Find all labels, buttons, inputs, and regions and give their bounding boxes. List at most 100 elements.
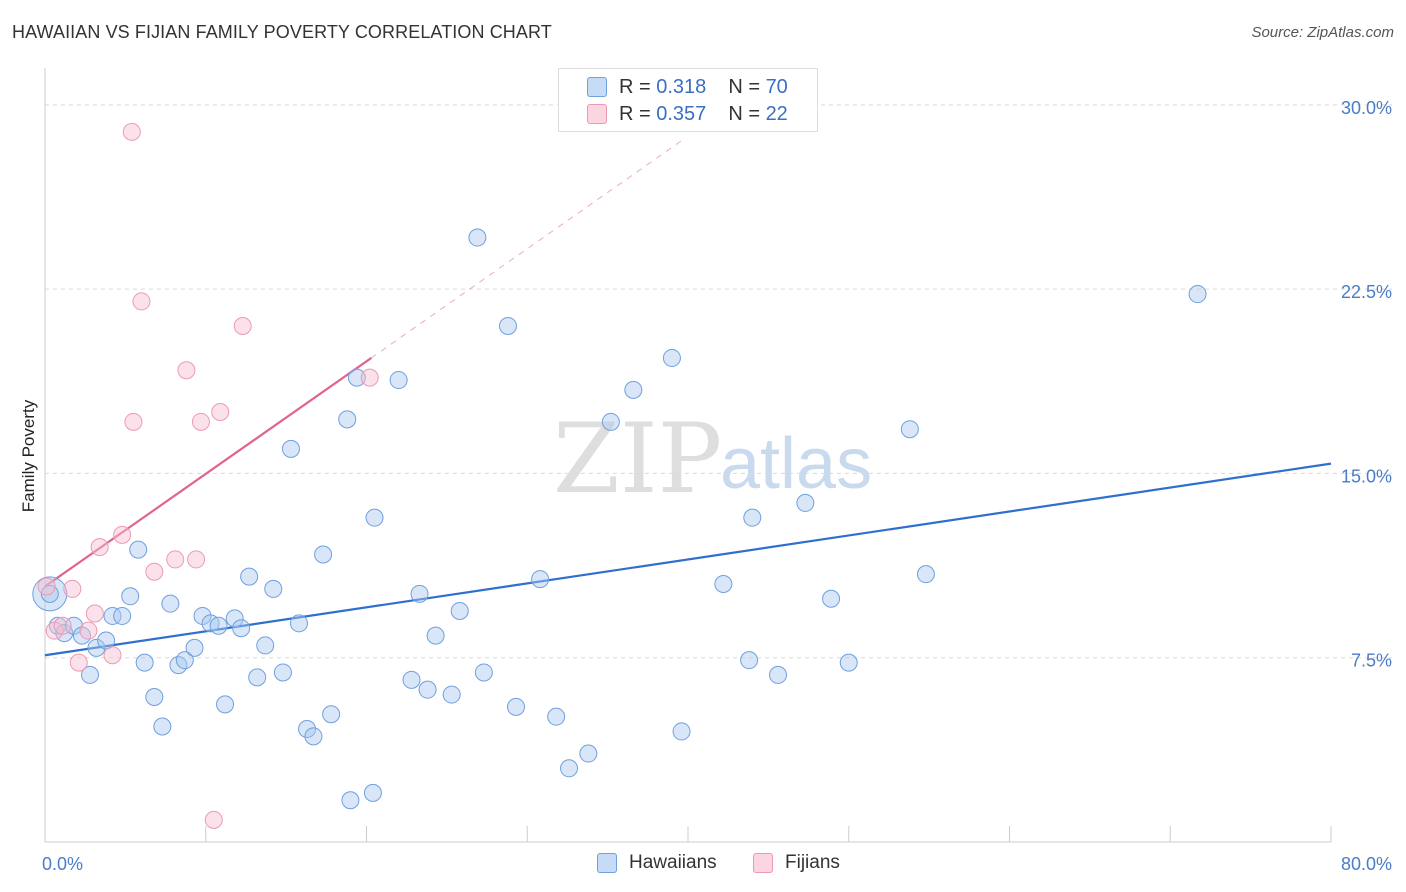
correlation-legend: R = 0.318 N = 70 R = 0.357 N = 22	[558, 68, 818, 132]
point-hawaiians	[48, 616, 67, 635]
y-tick-label: 22.5%	[1341, 282, 1392, 302]
point-hawaiians	[365, 508, 384, 527]
legend-swatch-hawaiians	[587, 77, 607, 97]
gridlines	[45, 104, 1392, 659]
point-hawaiians	[81, 665, 100, 684]
legend-n-label: N =	[728, 102, 766, 125]
chart-title: HAWAIIAN VS FIJIAN FAMILY POVERTY CORREL…	[12, 22, 552, 42]
point-hawaiians	[498, 317, 517, 335]
point-hawaiians	[547, 707, 566, 726]
series-swatch-hawaiians	[597, 853, 617, 873]
point-hawaiians	[145, 688, 164, 707]
point-hawaiians	[264, 579, 283, 598]
watermark-zip: ZIP	[553, 403, 722, 515]
legend-n-value: 70	[765, 75, 788, 98]
point-hawaiians	[363, 783, 382, 802]
point-fijians	[191, 412, 210, 431]
series-legend-hawaiians[interactable]: Hawaiians	[597, 852, 717, 874]
trend-lines	[44, 140, 1332, 657]
x-tick-label: 0.0%	[42, 854, 83, 874]
point-fijians	[37, 577, 56, 596]
point-hawaiians	[240, 567, 259, 586]
point-fijians	[211, 403, 230, 421]
point-hawaiians	[1188, 285, 1207, 304]
point-hawaiians	[418, 680, 437, 699]
y-tick-label: 15.0%	[1341, 466, 1392, 486]
y-tick-label: 30.0%	[1341, 98, 1392, 118]
x-tick-labels: 0.0% 80.0%	[42, 854, 1392, 874]
point-hawaiians	[216, 695, 235, 714]
point-fijians	[177, 361, 196, 380]
legend-r-label: R =	[619, 75, 657, 98]
point-hawaiians	[273, 663, 292, 682]
point-hawaiians	[900, 420, 919, 439]
point-fijians	[204, 810, 223, 829]
point-hawaiians	[743, 508, 762, 527]
legend-n-label: N =	[728, 75, 766, 98]
point-hawaiians	[714, 575, 733, 593]
point-hawaiians	[389, 371, 408, 390]
point-fijians	[113, 525, 132, 544]
point-hawaiians	[916, 565, 935, 584]
trend-line-hawaiians	[44, 462, 1332, 657]
legend-r-label: R =	[619, 102, 657, 125]
watermark-atlas: atlas	[720, 424, 872, 504]
point-hawaiians	[153, 717, 172, 736]
point-fijians	[63, 579, 82, 598]
point-hawaiians	[506, 697, 525, 716]
point-hawaiians	[450, 602, 469, 621]
y-tick-label: 7.5%	[1351, 651, 1392, 671]
point-hawaiians	[304, 727, 323, 746]
legend-row-hawaiians: R = 0.318 N = 70	[587, 75, 788, 99]
point-hawaiians	[248, 668, 267, 687]
point-fijians	[166, 550, 185, 569]
x-ticks	[205, 826, 1332, 842]
point-hawaiians	[822, 589, 841, 608]
point-hawaiians	[185, 638, 204, 657]
point-hawaiians	[341, 791, 360, 810]
point-hawaiians	[225, 609, 244, 628]
point-hawaiians	[281, 439, 300, 458]
data-points	[32, 122, 1207, 829]
trend-line-fijians	[44, 357, 372, 588]
point-fijians	[360, 368, 379, 387]
point-hawaiians	[129, 540, 148, 559]
point-hawaiians	[442, 685, 461, 704]
point-hawaiians	[175, 651, 194, 670]
point-hawaiians	[796, 493, 815, 512]
point-fijians	[187, 550, 206, 569]
point-hawaiians	[121, 587, 140, 606]
point-fijians	[79, 621, 98, 640]
point-fijians	[122, 122, 141, 141]
legend-r-value: 0.318	[656, 75, 707, 98]
point-hawaiians	[314, 545, 333, 564]
point-hawaiians	[161, 594, 180, 613]
point-hawaiians	[426, 626, 445, 645]
point-hawaiians	[474, 663, 493, 682]
point-hawaiians	[113, 606, 132, 625]
point-hawaiians	[256, 636, 275, 655]
point-fijians	[85, 604, 104, 623]
legend-row-fijians: R = 0.357 N = 22	[587, 102, 788, 126]
point-hawaiians	[579, 744, 598, 763]
series-swatch-fijians	[753, 853, 773, 873]
point-hawaiians	[740, 651, 759, 670]
point-fijians	[103, 646, 122, 665]
y-tick-labels: 7.5% 15.0% 22.5% 30.0%	[1341, 98, 1392, 671]
point-fijians	[90, 538, 109, 557]
watermark: ZIP atlas	[553, 403, 872, 515]
point-hawaiians	[289, 614, 308, 633]
point-fijians	[69, 653, 88, 672]
point-hawaiians	[338, 410, 357, 429]
y-axis-label: Family Poverty	[19, 399, 38, 512]
series-legend: Hawaiians Fijians	[0, 852, 1406, 878]
series-label-fijians: Fijians	[785, 852, 840, 873]
point-fijians	[145, 562, 164, 581]
point-hawaiians	[232, 619, 251, 638]
point-hawaiians	[322, 705, 341, 724]
legend-r-value: 0.357	[656, 102, 707, 125]
point-fijians	[132, 292, 151, 311]
series-legend-fijians[interactable]: Fijians	[753, 852, 840, 874]
point-hawaiians	[103, 606, 122, 625]
